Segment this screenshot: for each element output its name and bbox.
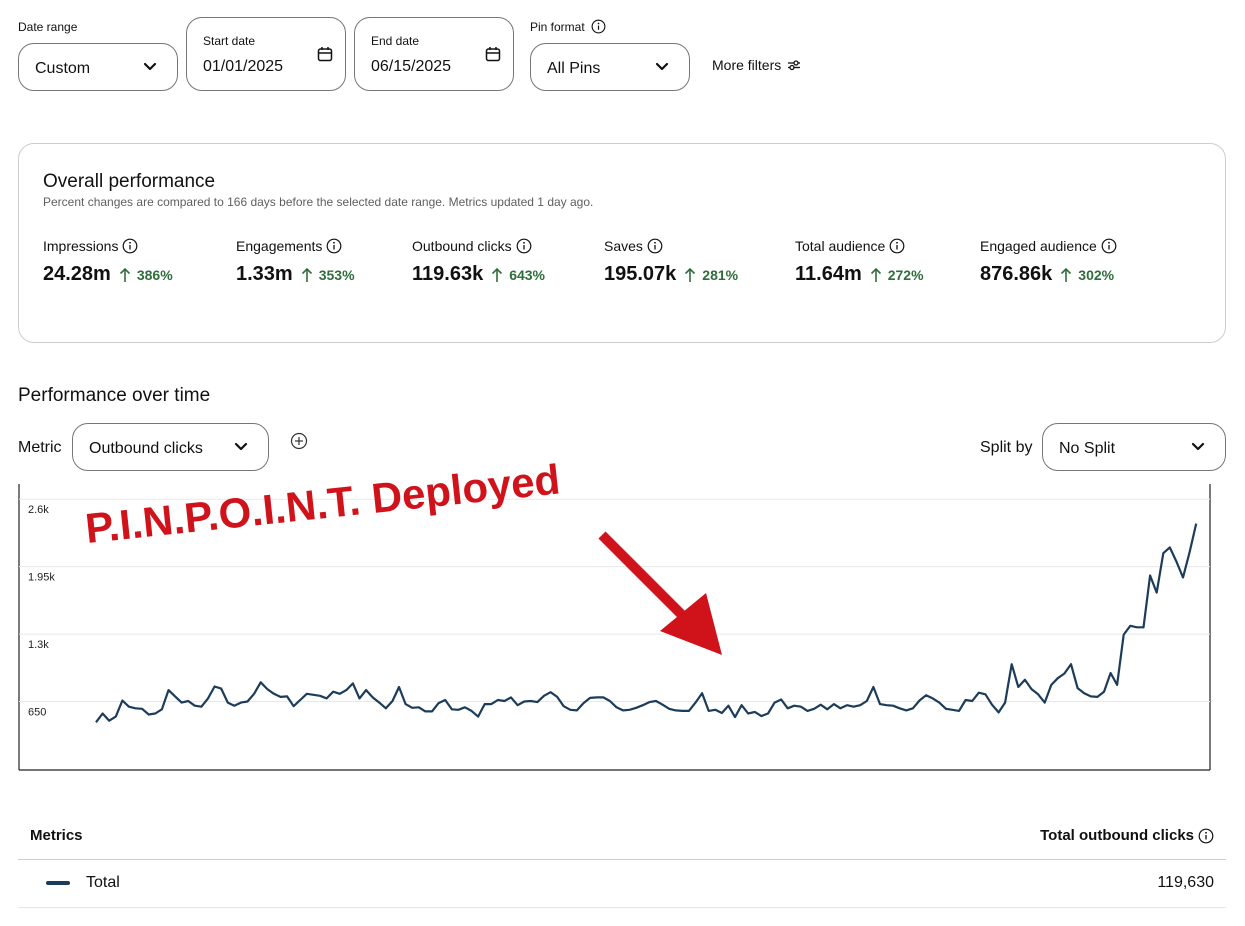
y-tick-label: 650: [28, 707, 46, 719]
kpi-engaged-audience: Engaged audience 876.86k 302%: [980, 238, 1117, 286]
y-tick-label: 2.6k: [28, 504, 49, 516]
metric-label: Metric: [18, 439, 62, 456]
arrow-up-icon: [301, 267, 312, 282]
chevron-down-icon: [143, 62, 157, 71]
start-date-label: Start date: [203, 34, 256, 48]
kpi-change: 643%: [509, 266, 546, 283]
chevron-down-icon: [655, 62, 669, 71]
pin-format-select[interactable]: All Pins: [530, 43, 690, 91]
kpi-change: 386%: [136, 266, 173, 283]
split-by-select[interactable]: No Split: [1042, 423, 1226, 471]
info-icon[interactable]: [889, 238, 905, 254]
calendar-icon[interactable]: [485, 46, 501, 62]
info-icon[interactable]: [1101, 238, 1117, 254]
kpi-outbound-clicks: Outbound clicks 119.63k 643%: [412, 238, 545, 286]
chevron-down-icon: [234, 442, 248, 451]
row-label: Total: [86, 874, 120, 891]
info-icon[interactable]: [647, 238, 663, 254]
series-line: [95, 523, 1198, 723]
more-filters-button[interactable]: More filters: [712, 57, 801, 73]
end-date-label: End date: [371, 34, 420, 48]
info-icon[interactable]: [516, 238, 532, 254]
sliders-icon: [788, 60, 801, 71]
y-tick-label: 1.95k: [28, 572, 55, 584]
pin-format-label-text: Pin format: [530, 19, 585, 34]
kpi-change: 281%: [702, 266, 739, 283]
arrow-up-icon: [119, 267, 130, 282]
kpi-change: 302%: [1078, 266, 1115, 283]
date-range-select[interactable]: Custom: [18, 43, 178, 91]
kpi-impressions: Impressions 24.28m 386%: [43, 238, 173, 286]
metrics-column-label: Total outbound clicks: [1040, 827, 1194, 844]
kpi-label: Impressions: [43, 238, 119, 254]
start-date-field[interactable]: Start date 01/01/2025: [186, 17, 346, 91]
end-date-field[interactable]: End date 06/15/2025: [354, 17, 514, 91]
kpi-total-audience: Total audience 11.64m 272%: [795, 238, 924, 286]
arrow-up-icon: [492, 267, 503, 282]
kpi-saves: Saves 195.07k 281%: [604, 238, 738, 286]
info-icon[interactable]: [1198, 828, 1214, 844]
metrics-title: Metrics: [30, 827, 83, 844]
arrow-up-icon: [870, 267, 881, 282]
annotation-arrow: [598, 531, 722, 655]
kpi-value: 195.07k: [604, 263, 677, 285]
split-by-value: No Split: [1059, 440, 1116, 457]
kpi-engagements: Engagements 1.33m 353%: [236, 238, 355, 286]
kpi-value: 1.33m: [236, 263, 293, 285]
overall-performance-subtitle: Percent changes are compared to 166 days…: [43, 195, 594, 209]
performance-over-time-title: Performance over time: [18, 385, 211, 406]
chevron-down-icon: [1191, 442, 1205, 451]
overall-performance-title: Overall performance: [43, 171, 216, 192]
metrics-table-header: Metrics Total outbound clicks: [18, 825, 1226, 860]
info-icon[interactable]: [591, 19, 606, 34]
kpi-label: Engaged audience: [980, 238, 1097, 254]
y-tick-label: 1.3k: [28, 639, 49, 651]
metric-select[interactable]: Outbound clicks: [72, 423, 269, 471]
more-filters-label: More filters: [712, 57, 782, 73]
kpi-value: 119.63k: [412, 263, 484, 285]
kpi-value: 876.86k: [980, 263, 1053, 285]
pin-format-label: Pin format: [530, 19, 606, 34]
metric-value: Outbound clicks: [89, 440, 203, 457]
metrics-column-header: Total outbound clicks: [1040, 827, 1214, 844]
start-date-value: 01/01/2025: [203, 58, 284, 75]
kpi-label: Saves: [604, 238, 643, 254]
end-date-value: 06/15/2025: [371, 58, 452, 75]
split-by-label: Split by: [980, 439, 1033, 456]
pin-format-value: All Pins: [547, 60, 601, 77]
kpi-label: Total audience: [795, 238, 886, 254]
calendar-icon[interactable]: [317, 46, 333, 62]
kpi-value: 11.64m: [795, 263, 862, 285]
arrow-up-icon: [685, 267, 696, 282]
kpi-value: 24.28m: [43, 263, 111, 285]
kpi-change: 353%: [318, 266, 355, 283]
add-metric-icon[interactable]: [290, 432, 308, 450]
kpi-label: Engagements: [236, 238, 323, 254]
date-range-value: Custom: [35, 60, 91, 77]
row-value: 119,630: [1157, 874, 1214, 891]
arrow-up-icon: [1061, 267, 1072, 282]
table-row: Total 119,630: [18, 862, 1226, 908]
date-range-label: Date range: [18, 20, 78, 34]
kpi-label: Outbound clicks: [412, 238, 512, 254]
kpi-change: 272%: [887, 266, 924, 283]
series-swatch: [46, 881, 70, 885]
info-icon[interactable]: [122, 238, 138, 254]
info-icon[interactable]: [326, 238, 342, 254]
overall-performance-card: Overall performance Percent changes are …: [18, 143, 1226, 343]
